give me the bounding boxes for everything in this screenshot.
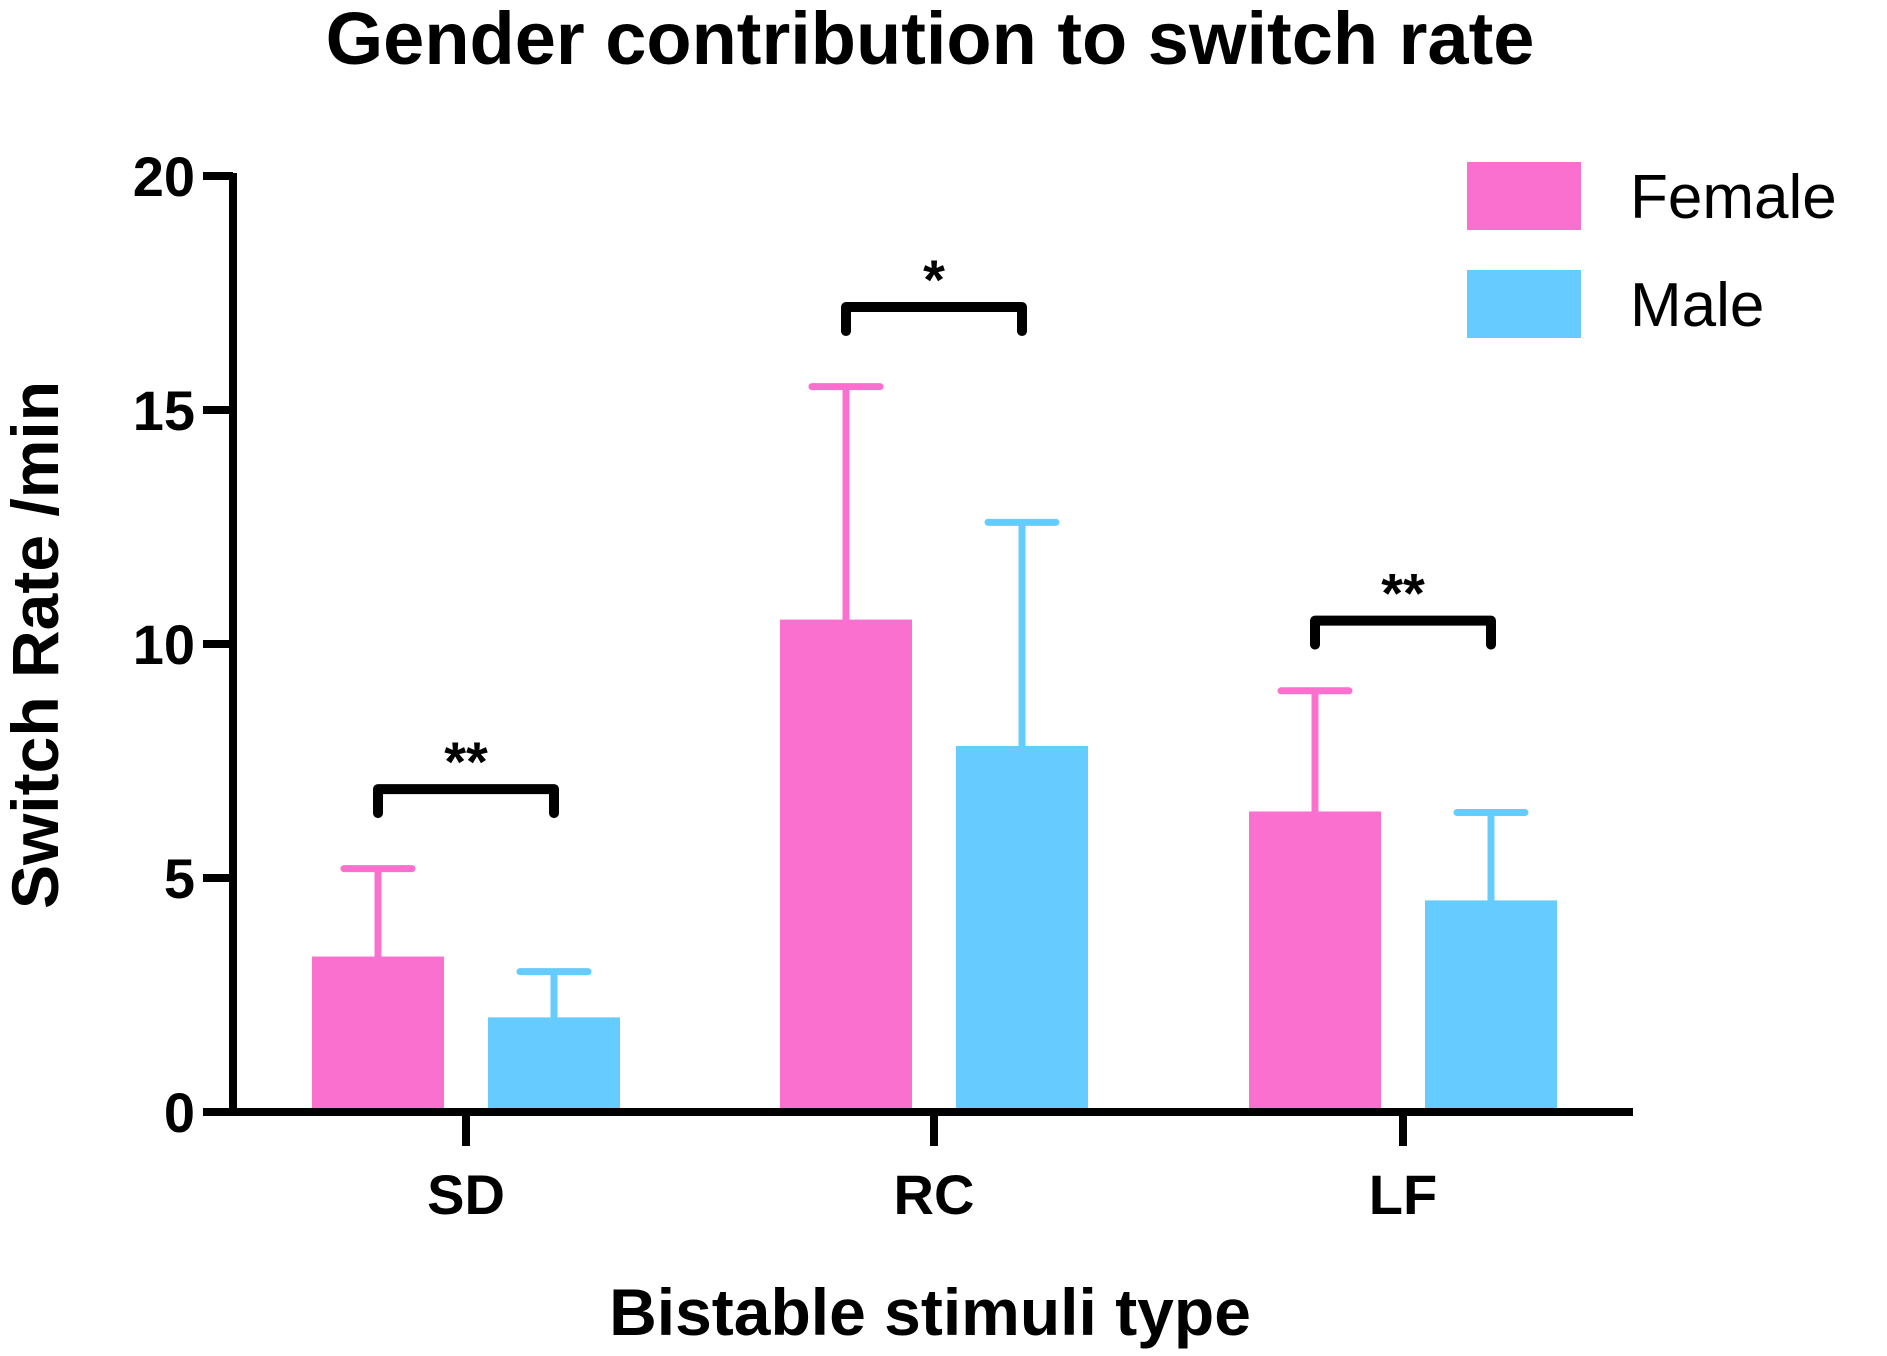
bar-female-lf (1249, 811, 1381, 1113)
legend-label-female: Female (1630, 163, 1837, 232)
bar-male-lf (1425, 900, 1557, 1114)
legend: Female Male (1467, 162, 1837, 340)
x-axis-label: Bistable stimuli type (609, 1275, 1251, 1349)
x-tick-label-lf: LF (1369, 1163, 1437, 1226)
significance-label-sd: ** (444, 730, 488, 793)
significance-bracket-sd (373, 784, 559, 819)
bar-male-rc (956, 745, 1088, 1114)
legend-swatch-female (1467, 162, 1581, 230)
x-tick-label-sd: SD (427, 1163, 505, 1226)
x-tick-label-rc: RC (894, 1163, 975, 1226)
y-tick-label-15: 15 (133, 379, 195, 442)
legend-label-male: Male (1630, 271, 1764, 340)
y-tick-label-0: 0 (164, 1081, 195, 1144)
y-tick-label-20: 20 (133, 145, 195, 208)
legend-swatch-male (1467, 270, 1581, 338)
significance-bracket-rc (841, 302, 1027, 337)
y-tick-label-10: 10 (133, 613, 195, 676)
significance-label-lf: ** (1381, 562, 1425, 625)
bar-female-sd (312, 956, 444, 1113)
y-axis-label: Switch Rate /min (0, 381, 72, 909)
y-tick-label-5: 5 (164, 847, 195, 910)
significance-bracket-lf (1310, 615, 1496, 650)
bar-female-rc (780, 619, 912, 1113)
bar-male-sd (488, 1017, 620, 1114)
chart-title: Gender contribution to switch rate (326, 0, 1535, 80)
significance-label-rc: * (923, 248, 945, 311)
